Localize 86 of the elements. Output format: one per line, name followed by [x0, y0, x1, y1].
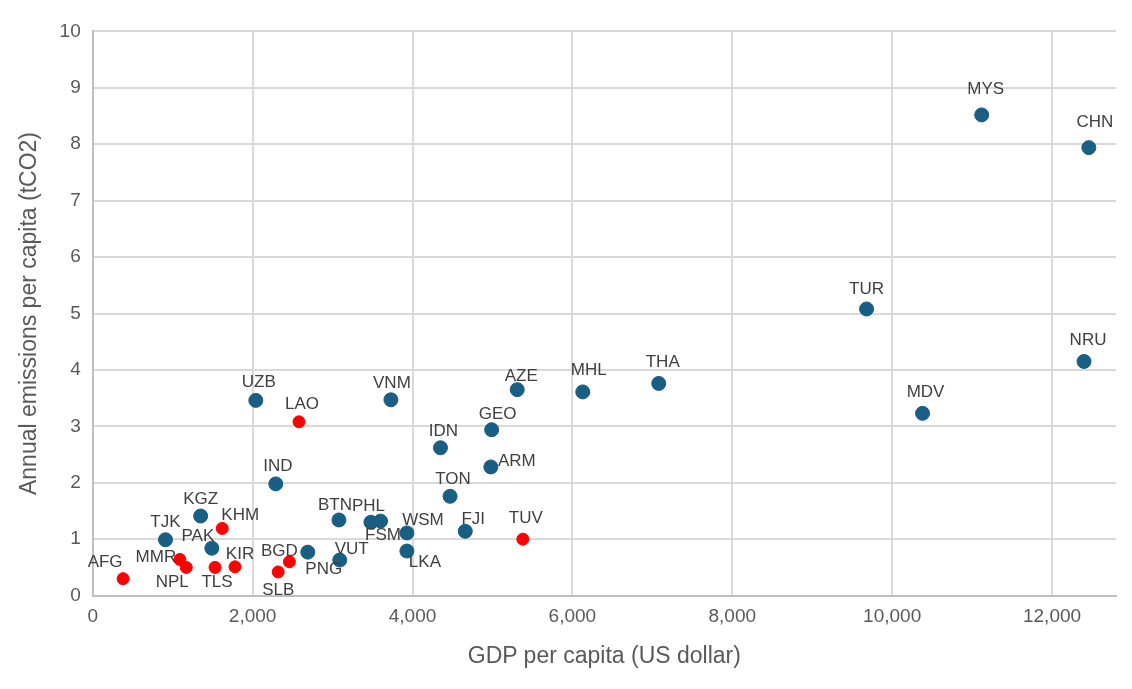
- annotation: KGZ: [183, 488, 219, 508]
- point: [516, 532, 530, 546]
- point: [509, 382, 525, 398]
- annotation: NPL: [155, 572, 189, 592]
- point: [193, 508, 209, 524]
- point: [432, 440, 448, 456]
- annotation: MHL: [570, 359, 607, 379]
- annotation: TUR: [849, 278, 885, 298]
- annotation: AFG: [87, 552, 123, 572]
- point: [651, 375, 667, 391]
- point: [373, 513, 389, 529]
- annotation: MMR: [135, 547, 177, 567]
- point: [215, 521, 229, 535]
- annotation: PNG: [305, 558, 343, 578]
- x-tick-label: 6,000: [548, 605, 597, 627]
- point: [1076, 353, 1092, 369]
- annotation: TJK: [150, 512, 182, 532]
- annotation: MYS: [967, 78, 1005, 98]
- point: [271, 565, 285, 579]
- point: [974, 107, 990, 123]
- x-tick-label: 4,000: [388, 605, 437, 627]
- y-tick-label: 6: [70, 245, 81, 267]
- y-tick-label: 0: [70, 583, 81, 605]
- annotation: ARM: [497, 450, 536, 470]
- point: [483, 459, 499, 475]
- annotation: KIR: [225, 543, 255, 563]
- x-tick-label: 0: [87, 605, 99, 627]
- point: [248, 392, 264, 408]
- point: [457, 523, 473, 539]
- point: [282, 555, 296, 569]
- point: [399, 525, 415, 541]
- point: [331, 512, 347, 528]
- annotation: LAO: [284, 393, 319, 413]
- x-axis-title: GDP per capita (US dollar): [467, 641, 741, 668]
- point: [116, 572, 130, 586]
- point: [179, 560, 193, 574]
- annotation: KHM: [221, 505, 260, 525]
- y-tick-label: 1: [70, 527, 81, 549]
- annotation: LKA: [408, 551, 442, 571]
- y-tick-label: 10: [59, 19, 81, 41]
- annotation: TUV: [508, 507, 544, 527]
- x-tick-label: 12,000: [1022, 605, 1082, 627]
- annotation: THA: [645, 352, 681, 372]
- annotation: PHL: [351, 495, 386, 515]
- y-tick-label: 4: [70, 358, 82, 380]
- annotation: BTN: [317, 494, 352, 514]
- point: [915, 405, 931, 421]
- annotation: AZE: [504, 366, 538, 386]
- point: [484, 422, 500, 438]
- annotation: SLB: [262, 579, 295, 599]
- point: [204, 540, 220, 556]
- annotation: PAK: [181, 525, 215, 545]
- annotation: IDN: [428, 421, 459, 441]
- point: [292, 415, 306, 429]
- y-tick-label: 7: [70, 188, 81, 210]
- annotation: GEO: [478, 404, 517, 424]
- annotation: TON: [435, 468, 471, 488]
- point: [208, 560, 222, 574]
- point: [575, 384, 591, 400]
- annotation: IND: [263, 455, 293, 475]
- y-tick-label: 5: [70, 301, 81, 323]
- point: [300, 544, 316, 560]
- y-tick-label: 2: [70, 470, 81, 492]
- x-tick-label: 2,000: [228, 605, 277, 627]
- y-tick-label: 3: [70, 414, 81, 436]
- annotation: BGD: [260, 541, 298, 561]
- point: [268, 476, 284, 492]
- annotation: FJI: [461, 508, 486, 528]
- point: [1081, 140, 1097, 156]
- y-tick-label: 9: [70, 76, 81, 98]
- y-tick-label: 8: [70, 132, 81, 154]
- annotation: WSM: [402, 509, 444, 529]
- point: [859, 301, 875, 317]
- point: [442, 488, 458, 504]
- annotation: TLS: [201, 572, 233, 592]
- annotation: UZB: [241, 372, 276, 392]
- annotation: NRU: [1069, 330, 1107, 350]
- annotation: VNM: [373, 372, 411, 392]
- x-tick-label: 10,000: [863, 605, 922, 627]
- annotation: CHN: [1076, 112, 1114, 132]
- x-tick-label: 8,000: [708, 605, 757, 627]
- point: [383, 392, 399, 408]
- point: [228, 560, 242, 574]
- y-axis-title: Annual emissions per capita (tCO2): [15, 131, 42, 496]
- annotation: MDV: [906, 382, 946, 402]
- point: [157, 532, 173, 548]
